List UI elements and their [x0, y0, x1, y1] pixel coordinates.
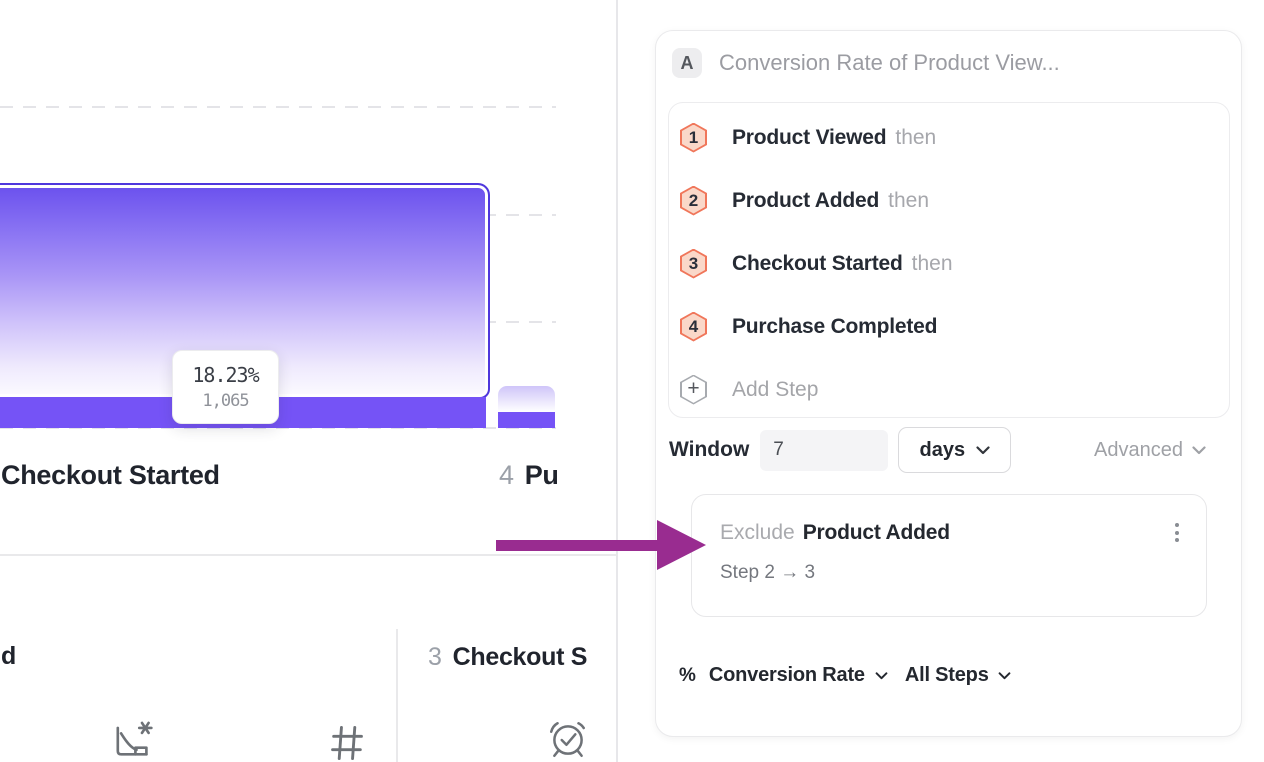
- gridline: [0, 427, 556, 429]
- tooltip-percent: 18.23%: [192, 363, 259, 387]
- step-event-label: Checkout Started: [732, 251, 903, 275]
- exclude-rule-header: Exclude Product Added: [720, 519, 1183, 546]
- step-number: 2: [688, 190, 699, 210]
- step-number: 4: [688, 316, 699, 336]
- exclude-step-range: Step 2 → 3: [720, 562, 816, 583]
- advanced-label: Advanced: [1094, 438, 1183, 461]
- step-row-checkout-started[interactable]: 3 Checkout Started then: [669, 232, 1229, 295]
- metric-dropdown[interactable]: Conversion Rate: [696, 664, 888, 687]
- chevron-down-icon: [1192, 445, 1206, 454]
- add-step-label: Add Step: [732, 377, 819, 401]
- xaxis-label-checkout-started: Checkout Started: [1, 460, 220, 491]
- step-row-product-viewed[interactable]: 1 Product Viewed then: [669, 106, 1229, 169]
- chevron-down-icon: [875, 671, 888, 679]
- add-step-button[interactable]: + Add Step: [669, 358, 1229, 421]
- step-4-badge: 4: [680, 311, 707, 342]
- time-to-convert-check-icon[interactable]: [547, 717, 589, 762]
- query-badge: A: [672, 48, 702, 78]
- chevron-down-icon: [976, 445, 990, 454]
- step-row-purchase-completed[interactable]: 4 Purchase Completed: [669, 295, 1229, 358]
- funnel-bar-purchase-completed[interactable]: [498, 386, 555, 428]
- window-value-input[interactable]: [760, 429, 889, 471]
- breakdown-label-checkout-started: 3 Checkout S: [428, 643, 616, 672]
- step-event-label: Product Added: [732, 188, 880, 212]
- conversion-tooltip: 18.23% 1,065: [172, 350, 279, 424]
- funnel-bar-dropoff-cap: [498, 386, 555, 412]
- step-then-suffix: then: [888, 188, 929, 212]
- add-step-plus-icon: +: [680, 374, 707, 405]
- conversion-window-row: Window days Advanced: [669, 427, 1225, 473]
- breakdown-label-text: d: [1, 642, 16, 670]
- panel-header: A Conversion Rate of Product View...: [656, 31, 1241, 78]
- xaxis-label-purchase-completed: 4 Pu: [499, 460, 557, 491]
- breakdown-label-text: Checkout S: [452, 643, 588, 671]
- step-1-badge: 1: [680, 122, 707, 153]
- step-then-suffix: then: [895, 125, 937, 149]
- breakdown-label-left: d: [1, 642, 16, 671]
- conversion-chart-icon[interactable]: [109, 718, 153, 762]
- chevron-down-icon: [998, 671, 1010, 679]
- breakdown-column-divider: [396, 629, 398, 762]
- step-event-label: Purchase Completed: [732, 314, 938, 338]
- metric-controls-row: % Conversion Rate All Steps: [679, 664, 1241, 687]
- gridline: [0, 106, 556, 108]
- xaxis-label-text: Pu: [524, 460, 557, 490]
- percent-icon: %: [679, 664, 696, 686]
- section-divider: [0, 554, 617, 556]
- metric-dropdown-label: Conversion Rate: [708, 664, 865, 686]
- step-number: 3: [688, 253, 699, 273]
- window-unit-value: days: [919, 438, 966, 461]
- exclude-event-name[interactable]: Product Added: [802, 520, 950, 544]
- advanced-toggle[interactable]: Advanced: [1094, 439, 1206, 462]
- xaxis-label-text: Checkout Started: [1, 460, 220, 490]
- query-builder-panel: A Conversion Rate of Product View... 1 P…: [655, 30, 1242, 737]
- panel-title[interactable]: Conversion Rate of Product View...: [719, 50, 1060, 75]
- pane-divider: [616, 0, 618, 762]
- xaxis-step-number: 4: [499, 460, 514, 490]
- kebab-menu-icon[interactable]: [1171, 519, 1183, 546]
- step-2-badge: 2: [680, 185, 707, 216]
- steps-scope-dropdown[interactable]: All Steps: [888, 664, 1011, 687]
- breakdown-step-number: 3: [428, 643, 442, 671]
- tooltip-count: 1,065: [202, 391, 249, 411]
- funnel-steps-card: 1 Product Viewed then 2 Product Added th…: [668, 102, 1230, 418]
- step-then-suffix: then: [911, 251, 953, 275]
- exclude-keyword: Exclude: [720, 520, 795, 544]
- window-label: Window: [669, 438, 750, 461]
- steps-scope-label: All Steps: [904, 664, 989, 686]
- step-event-label: Product Viewed: [732, 125, 887, 149]
- step-number: 1: [688, 127, 699, 147]
- hash-icon[interactable]: [328, 723, 366, 762]
- exclude-rule-card[interactable]: Exclude Product Added Step 2 → 3: [691, 494, 1207, 617]
- annotation-arrow: [496, 520, 706, 570]
- funnel-chart-pane: 18.23% 1,065 Checkout Started 4 Pu d 3 Che…: [0, 0, 617, 762]
- funnel-bar-converted-base: [498, 412, 555, 428]
- step-row-product-added[interactable]: 2 Product Added then: [669, 169, 1229, 232]
- step-3-badge: 3: [680, 248, 707, 279]
- window-unit-select[interactable]: days: [898, 427, 1012, 473]
